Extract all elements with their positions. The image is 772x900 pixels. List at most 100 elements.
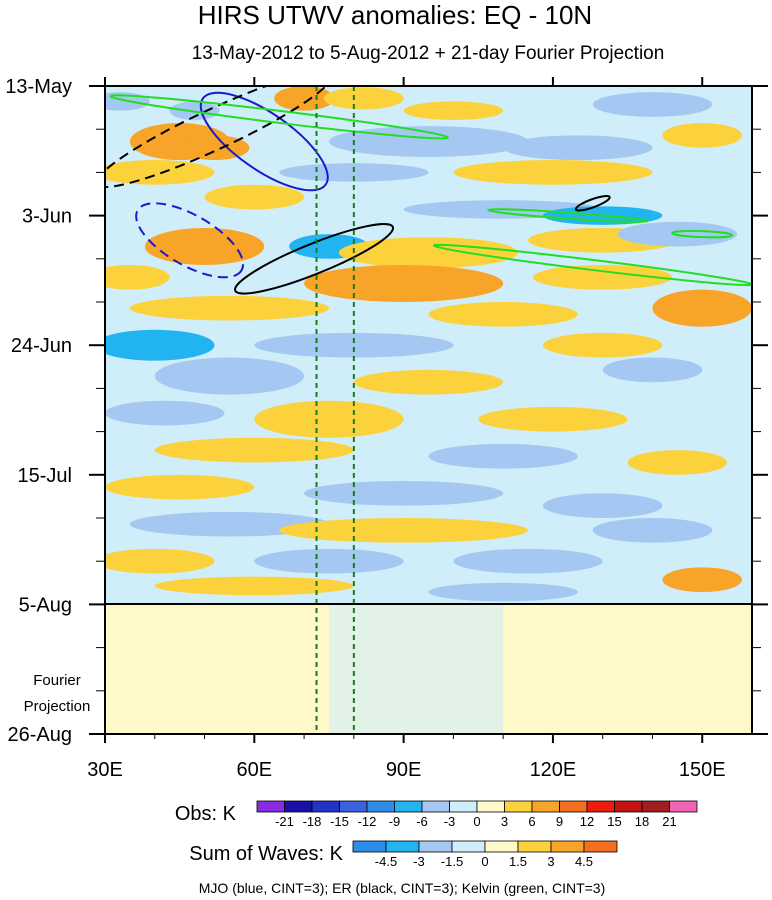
anomaly-patch [105,329,215,361]
anomaly-patch [254,548,404,574]
anomaly-patch [503,135,653,161]
anomaly-patch [154,437,354,463]
anomaly-patch [105,474,255,500]
anomaly-patch [204,184,305,210]
anomaly-patch [129,295,329,321]
mjo-contour [135,202,245,279]
projection-label-line2: Projection [24,698,91,715]
y-tick-label: 15-Jul [18,465,72,487]
footer-note: MJO (blue, CINT=3); ER (black, CINT=3); … [199,880,606,896]
plot-frame [104,85,753,735]
anomaly-layer [105,86,752,734]
obs-colorbar-swatch [394,800,423,813]
obs-colorbar-swatch [421,800,450,813]
obs-colorbar-swatch [339,800,368,813]
anomaly-patch [323,87,404,110]
anomaly-patch [478,406,628,432]
obs-colorbar-level-label: 9 [556,814,563,829]
waves-colorbar-level-label: -3 [413,854,425,869]
anomaly-patch [453,160,653,185]
waves-colorbar-swatch [517,840,552,853]
anomaly-patch [403,101,504,120]
obs-colorbar-swatch [476,800,505,813]
kelvin-contour [109,94,449,140]
anomaly-patch [428,302,578,327]
obs-colorbar-level-label: 3 [501,814,508,829]
anomaly-patch [662,567,743,593]
obs-colorbar-label: Obs: K [175,803,237,825]
chart-title: HIRS UTWV anomalies: EQ - 10N [198,0,592,30]
anomaly-patch [428,582,578,602]
anomaly-patch [453,548,603,574]
anomaly-patch [627,450,728,475]
obs-colorbar-level-label: -21 [275,814,294,829]
waves-colorbar: -4.5 -3 -1.5 0 1.5 3 4.5 [352,840,618,869]
er-contour [574,195,611,212]
anomaly-patch [105,400,225,426]
obs-colorbar-swatch [614,800,643,813]
plot-area [105,86,752,734]
anomaly-patch [304,264,504,302]
waves-colorbar-level-label: 1.5 [509,854,527,869]
kelvin-contour [671,229,734,239]
anomaly-patch [602,357,703,383]
obs-colorbar-swatch [531,800,560,813]
anomaly-patch [428,443,578,469]
anomaly-patch [254,400,404,438]
obs-colorbar-swatch [366,800,395,813]
obs-colorbar-level-label: -6 [416,814,428,829]
anomaly-patch [328,126,529,157]
x-tick-label: 90E [386,759,422,781]
anomaly-patch [304,480,504,506]
anomaly-patch [144,227,265,265]
obs-colorbar-level-label: -3 [444,814,456,829]
anomaly-patch [542,332,663,358]
anomaly-patch [179,135,250,161]
chart-subtitle: 13-May-2012 to 5-Aug-2012 + 21-day Fouri… [192,43,665,64]
anomaly-patch [592,92,713,117]
waves-colorbar-level-label: -1.5 [441,854,463,869]
x-tick-label: 150E [679,759,726,781]
obs-colorbar-level-label: 21 [662,814,676,829]
waves-colorbar-level-label: 4.5 [575,854,593,869]
x-tick-label: 60E [237,759,273,781]
obs-colorbar-level-label: -15 [330,814,349,829]
anomaly-patch [169,101,220,120]
waves-colorbar-swatch [385,840,420,853]
projection-anomaly-band [328,604,504,734]
waves-colorbar-swatch [484,840,519,853]
obs-colorbar-level-label: 15 [607,814,621,829]
projection-label-line1: Fourier [33,672,81,689]
obs-colorbar-swatch [284,800,313,813]
x-tick-label: 120E [530,759,577,781]
anomaly-patch [542,493,663,518]
anomaly-patch [279,518,529,543]
anomaly-patch [592,518,713,543]
obs-colorbar-level-label: -12 [358,814,377,829]
waves-colorbar-level-label: -4.5 [375,854,397,869]
waves-colorbar-swatch [451,840,486,853]
er-contour [105,86,334,189]
anomaly-patch [662,123,743,148]
obs-colorbar-level-label: -9 [389,814,401,829]
obs-colorbar-level-label: 6 [528,814,535,829]
waves-colorbar-label: Sum of Waves: K [189,843,343,865]
obs-colorbar: -21 -18 -15 -12 -9 -6 -3 0 3 6 9 12 15 18 21 [256,800,698,829]
obs-colorbar-level-label: 0 [473,814,480,829]
obs-colorbar-level-label: 18 [635,814,649,829]
obs-colorbar-swatch [311,800,340,813]
obs-colorbar-level-label: -18 [303,814,322,829]
kelvin-contour [487,208,649,223]
waves-colorbar-swatch [583,840,618,853]
obs-colorbar-level-label: 12 [580,814,594,829]
anomaly-patch [533,264,673,290]
er-contour [234,223,395,295]
y-tick-label: 3-Jun [22,206,72,228]
reference-lines [315,86,355,734]
anomaly-patch [105,264,170,290]
y-tick-label: 13-May [5,76,72,98]
x-tick-label: 30E [87,759,123,781]
y-tick-label: 26-Aug [8,724,73,746]
obs-colorbar-swatch [256,800,285,813]
obs-colorbar-swatch [641,800,670,813]
